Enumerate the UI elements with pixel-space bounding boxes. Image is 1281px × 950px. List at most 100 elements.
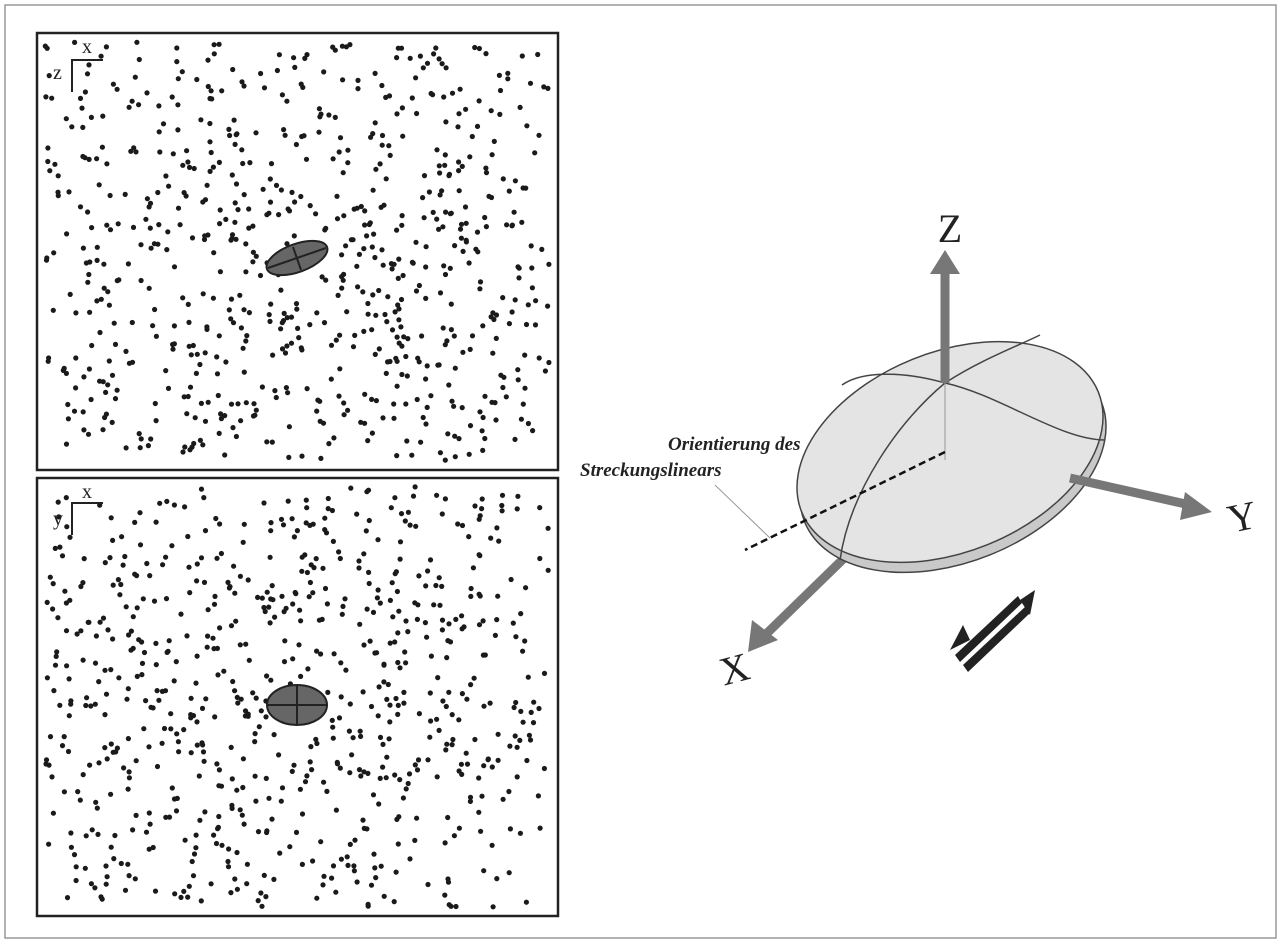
dot bbox=[358, 729, 363, 734]
dot bbox=[361, 551, 366, 556]
dot bbox=[324, 530, 329, 535]
dot bbox=[325, 601, 330, 606]
dot bbox=[67, 676, 72, 681]
dot bbox=[86, 432, 91, 437]
dot bbox=[219, 843, 224, 848]
dot bbox=[207, 139, 212, 144]
dot bbox=[214, 761, 219, 766]
dot bbox=[216, 393, 221, 398]
dot bbox=[140, 661, 145, 666]
dot bbox=[392, 262, 397, 267]
dot bbox=[286, 499, 291, 504]
dot bbox=[452, 833, 457, 838]
dot bbox=[64, 231, 69, 236]
dot bbox=[507, 189, 512, 194]
dot bbox=[247, 658, 252, 663]
dot bbox=[452, 333, 457, 338]
dot bbox=[100, 114, 105, 119]
dot bbox=[190, 235, 195, 240]
dot bbox=[267, 319, 272, 324]
dot bbox=[266, 211, 271, 216]
dot bbox=[394, 870, 399, 875]
dot bbox=[539, 247, 544, 252]
dot bbox=[281, 127, 286, 132]
dot bbox=[206, 400, 211, 405]
dot bbox=[482, 436, 487, 441]
dot bbox=[182, 394, 187, 399]
dot bbox=[259, 904, 264, 909]
dot bbox=[203, 419, 208, 424]
dot bbox=[340, 604, 345, 609]
dot bbox=[433, 583, 438, 588]
dot bbox=[109, 741, 114, 746]
dot bbox=[496, 732, 501, 737]
dot bbox=[334, 338, 339, 343]
dot bbox=[116, 577, 121, 582]
dot bbox=[418, 440, 423, 445]
dot bbox=[290, 516, 295, 521]
dot bbox=[261, 500, 266, 505]
dot bbox=[90, 827, 95, 832]
dot bbox=[322, 320, 327, 325]
dot bbox=[194, 578, 199, 583]
dot bbox=[395, 384, 400, 389]
dot bbox=[310, 858, 315, 863]
dot bbox=[95, 806, 100, 811]
dot bbox=[381, 679, 386, 684]
dot bbox=[69, 845, 74, 850]
dot bbox=[497, 112, 502, 117]
dot bbox=[244, 400, 249, 405]
dot bbox=[230, 776, 235, 781]
dot bbox=[51, 250, 56, 255]
dot bbox=[342, 596, 347, 601]
dot bbox=[146, 744, 151, 749]
dot bbox=[477, 553, 482, 558]
dot bbox=[515, 745, 520, 750]
dot bbox=[130, 827, 135, 832]
dot bbox=[318, 651, 323, 656]
dot bbox=[226, 127, 231, 132]
dot bbox=[522, 638, 527, 643]
dot bbox=[321, 69, 326, 74]
dot bbox=[239, 147, 244, 152]
dot bbox=[229, 745, 234, 750]
dot bbox=[251, 413, 256, 418]
dot bbox=[262, 873, 267, 878]
dot bbox=[438, 290, 443, 295]
dot bbox=[45, 600, 50, 605]
dot bbox=[362, 421, 367, 426]
dot bbox=[521, 402, 526, 407]
dot bbox=[371, 610, 376, 615]
dot bbox=[397, 665, 402, 670]
dot bbox=[101, 262, 106, 267]
dot bbox=[81, 409, 86, 414]
dot bbox=[444, 65, 449, 70]
dot bbox=[405, 629, 410, 634]
dot bbox=[505, 76, 510, 81]
dot bbox=[405, 336, 410, 341]
dot bbox=[286, 455, 291, 460]
dot bbox=[336, 394, 341, 399]
dot bbox=[401, 795, 406, 800]
dot bbox=[189, 352, 194, 357]
dot bbox=[367, 518, 372, 523]
dot bbox=[515, 367, 520, 372]
dot bbox=[444, 655, 449, 660]
dot bbox=[477, 46, 482, 51]
dot bbox=[133, 75, 138, 80]
dot bbox=[489, 400, 494, 405]
dot bbox=[515, 506, 520, 511]
dot bbox=[428, 690, 433, 695]
dot bbox=[337, 715, 342, 720]
dot bbox=[468, 423, 473, 428]
dot bbox=[234, 788, 239, 793]
axis-label: x bbox=[82, 36, 92, 58]
dot bbox=[43, 94, 48, 99]
dot bbox=[168, 711, 173, 716]
dot bbox=[445, 815, 450, 820]
dot bbox=[355, 78, 360, 83]
dot bbox=[210, 636, 215, 641]
dot bbox=[154, 662, 159, 667]
dot bbox=[182, 504, 187, 509]
dot bbox=[343, 668, 348, 673]
